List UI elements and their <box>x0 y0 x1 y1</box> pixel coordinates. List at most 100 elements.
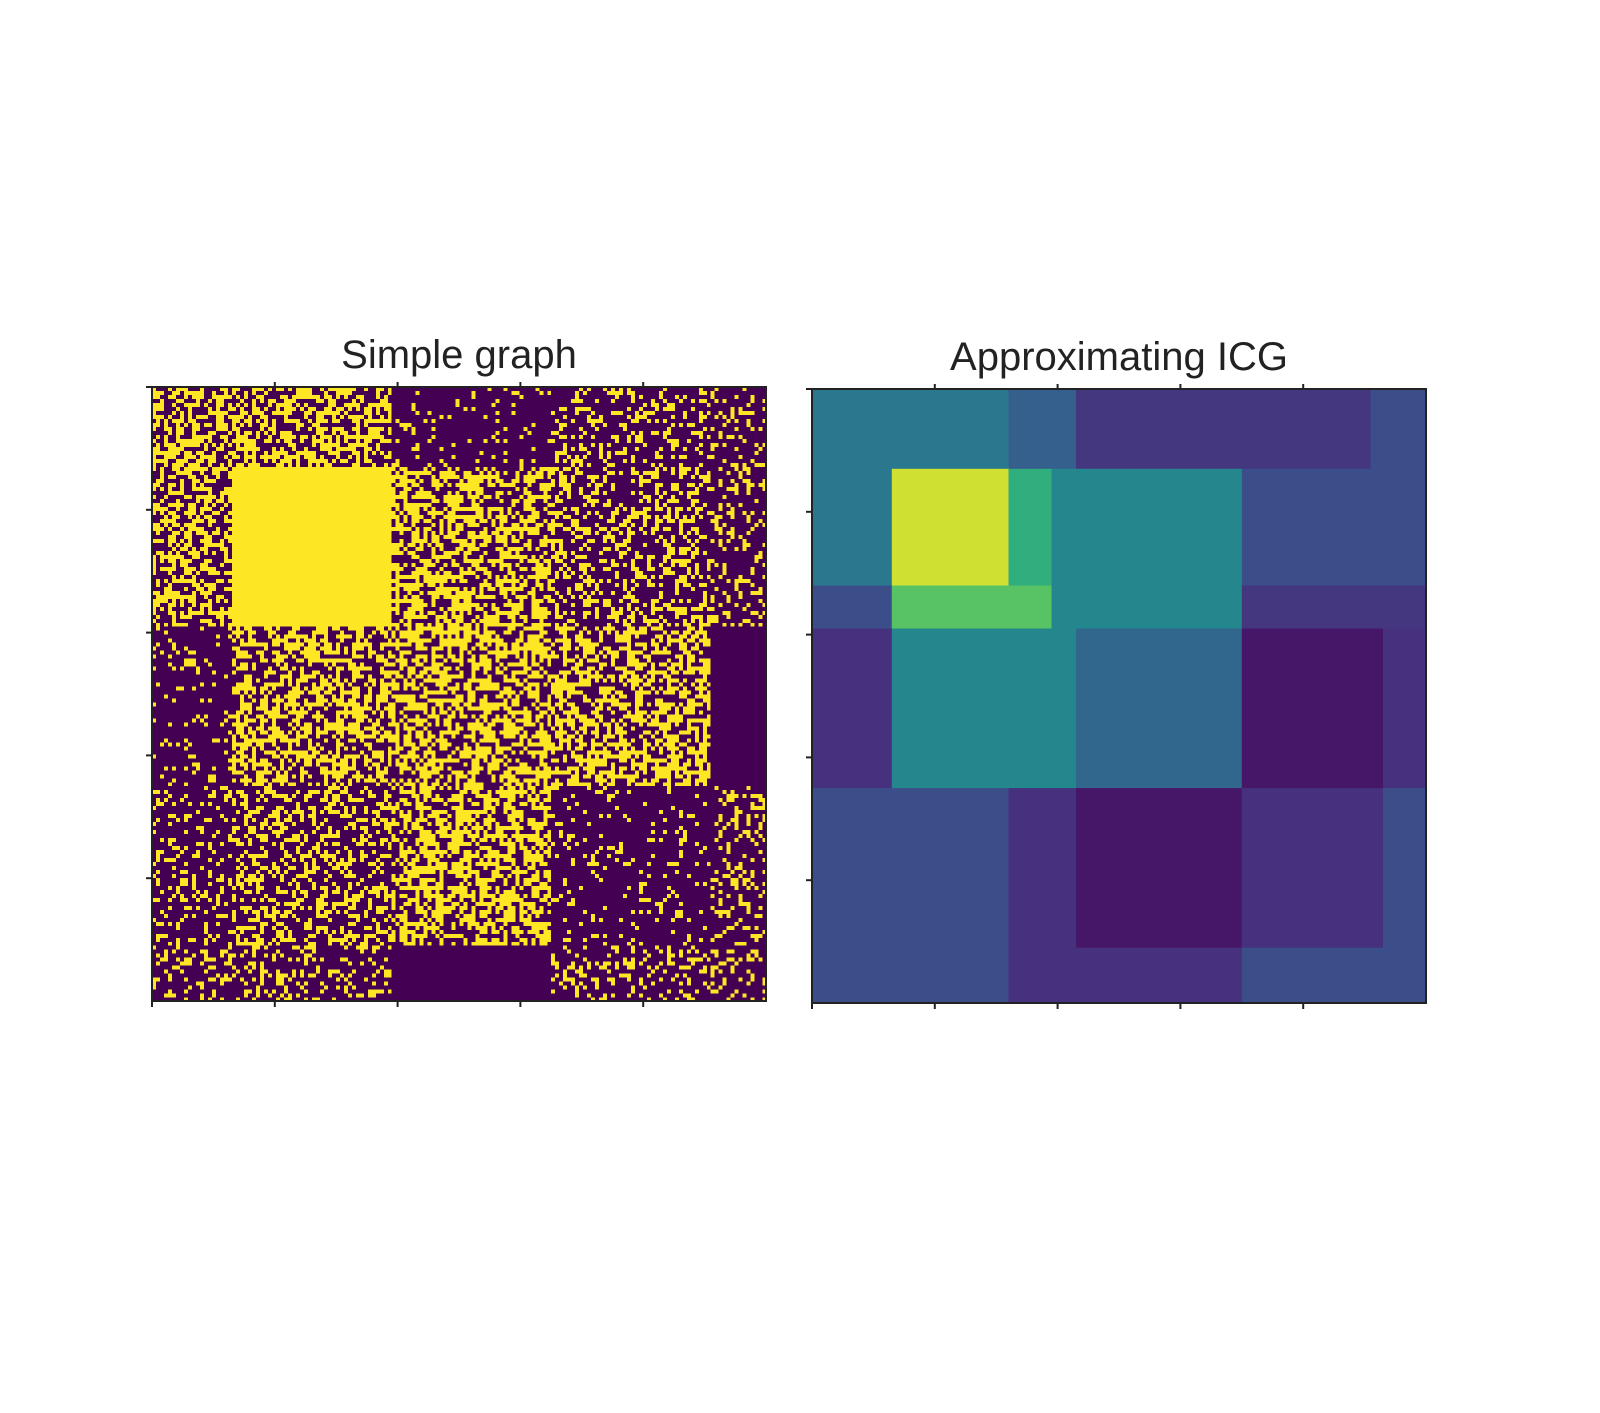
heatmap-block-4-0 <box>152 945 232 1001</box>
heatmap-cell-3-1 <box>891 628 1010 654</box>
heatmap-cell-6-6 <box>1241 818 1372 949</box>
heatmap-block-4-4 <box>710 949 766 1001</box>
heatmap-cell-3-8 <box>1383 628 1427 654</box>
heatmap-cell-8-0 <box>812 960 893 1004</box>
heatmap-cell-0-4 <box>1076 389 1212 470</box>
heatmap-cell-3-3 <box>1051 628 1077 654</box>
right-heatmap-title: Approximating ICG <box>950 335 1288 379</box>
heatmap-cell-0-7 <box>1370 389 1384 470</box>
heatmap-block-3-2 <box>391 786 552 946</box>
heatmap-cell-7-7 <box>1370 947 1384 961</box>
heatmap-cell-3-4 <box>1076 628 1212 654</box>
heatmap-cell-8-4 <box>1076 960 1212 1004</box>
heatmap-cell-2-0 <box>812 585 893 630</box>
heatmap-cell-4-4 <box>1076 653 1212 789</box>
heatmap-cell-2-3 <box>1051 585 1077 630</box>
heatmap-cell-1-1 <box>891 468 1010 587</box>
heatmap-cells <box>146 382 767 1007</box>
heatmap-block-1-4 <box>710 466 766 627</box>
heatmap-cell-7-4 <box>1076 947 1212 961</box>
heatmap-cell-4-5 <box>1211 653 1243 789</box>
heatmap-cell-8-1 <box>891 960 1010 1004</box>
heatmap-cell-6-3 <box>1051 818 1077 949</box>
heatmap-block-3-0 <box>152 786 232 946</box>
heatmap-cell-7-2 <box>1008 947 1053 961</box>
heatmap-cell-3-5 <box>1211 628 1243 654</box>
heatmap-cell-0-5 <box>1211 389 1243 470</box>
heatmap-block-1-3 <box>551 466 711 627</box>
heatmap-cell-4-7 <box>1370 653 1384 789</box>
heatmap-block-4-3 <box>551 945 711 1001</box>
heatmap-cell-6-1 <box>891 818 1010 949</box>
heatmap-block-2-3 <box>551 626 711 787</box>
heatmap-cell-6-0 <box>812 818 893 949</box>
heatmap-cell-0-6 <box>1241 389 1372 470</box>
heatmap-cell-8-3 <box>1051 960 1077 1004</box>
heatmap-cell-2-1 <box>891 585 1010 630</box>
heatmap-block-0-3 <box>551 387 711 467</box>
heatmap-cell-6-8 <box>1383 818 1427 949</box>
heatmap-block-1-1 <box>231 466 392 627</box>
heatmap-cell-2-7 <box>1370 585 1384 630</box>
heatmap-cell-2-6 <box>1241 585 1372 630</box>
heatmap-cell-5-8 <box>1383 788 1427 820</box>
heatmap-block-3-1 <box>231 786 392 946</box>
heatmap-block-4-1 <box>231 945 392 1001</box>
heatmap-cell-7-1 <box>891 947 1010 961</box>
heatmap-cell-4-1 <box>891 653 1010 789</box>
heatmap-cell-5-4 <box>1076 788 1212 820</box>
heatmap-cell-7-8 <box>1383 947 1427 961</box>
heatmap-block-2-2 <box>391 626 552 787</box>
heatmap-cell-5-6 <box>1241 788 1372 820</box>
heatmap-cell-0-3 <box>1051 389 1077 470</box>
heatmap-cell-2-8 <box>1383 585 1427 630</box>
heatmap-cell-7-3 <box>1051 947 1077 961</box>
heatmap-cell-5-3 <box>1051 788 1077 820</box>
heatmap-cell-4-6 <box>1241 653 1372 789</box>
heatmap-cell-3-2 <box>1008 628 1053 654</box>
heatmap-cell-1-8 <box>1383 468 1427 587</box>
heatmap-cell-1-0 <box>812 468 893 587</box>
heatmap-cell-7-5 <box>1211 947 1243 961</box>
heatmap-cell-1-6 <box>1241 468 1372 587</box>
heatmap-block-3-3 <box>551 786 711 946</box>
heatmap-cell-0-0 <box>812 389 893 470</box>
simple-graph-heatmap <box>146 382 767 1007</box>
heatmap-cell-0-8 <box>1383 389 1427 470</box>
heatmap-cell-0-2 <box>1008 389 1053 470</box>
heatmap-cell-2-5 <box>1211 585 1243 630</box>
heatmap-cell-1-5 <box>1211 468 1243 587</box>
heatmap-block-1-2 <box>391 466 552 627</box>
heatmap-cell-1-7 <box>1370 468 1384 587</box>
heatmap-cell-6-2 <box>1008 818 1053 949</box>
heatmap-cell-4-0 <box>812 653 893 789</box>
heatmap-cell-2-2 <box>1008 585 1053 630</box>
heatmap-cell-8-2 <box>1008 960 1053 1004</box>
approximating-icg-heatmap <box>806 384 1427 1009</box>
heatmap-cell-5-1 <box>891 788 1010 820</box>
heatmap-cell-6-5 <box>1211 818 1243 949</box>
heatmap-cell-8-6 <box>1241 960 1372 1004</box>
heatmap-cell-5-7 <box>1370 788 1384 820</box>
heatmap-cell-8-5 <box>1211 960 1243 1004</box>
heatmap-cell-3-6 <box>1241 628 1372 654</box>
heatmap-cell-7-0 <box>812 947 893 961</box>
heatmap-cell-3-0 <box>812 628 893 654</box>
heatmap-cell-8-8 <box>1383 960 1427 1004</box>
heatmap-block-0-0 <box>152 387 232 467</box>
heatmap-block-0-4 <box>710 387 766 467</box>
heatmap-cell-5-5 <box>1211 788 1243 820</box>
heatmap-cell-8-7 <box>1370 960 1384 1004</box>
heatmap-cells <box>806 384 1427 1009</box>
heatmap-cell-5-2 <box>1008 788 1053 820</box>
heatmap-cell-3-7 <box>1370 628 1384 654</box>
heatmap-block-2-0 <box>152 626 232 787</box>
heatmap-cell-1-3 <box>1051 468 1077 587</box>
heatmap-cell-4-3 <box>1051 653 1077 789</box>
heatmap-cell-6-4 <box>1076 818 1212 949</box>
heatmap-cell-1-4 <box>1076 468 1212 587</box>
heatmap-cell-7-6 <box>1241 947 1372 961</box>
axes-frame <box>811 388 1427 1004</box>
heatmap-cell-4-2 <box>1008 653 1053 789</box>
heatmap-cell-6-7 <box>1370 818 1384 949</box>
